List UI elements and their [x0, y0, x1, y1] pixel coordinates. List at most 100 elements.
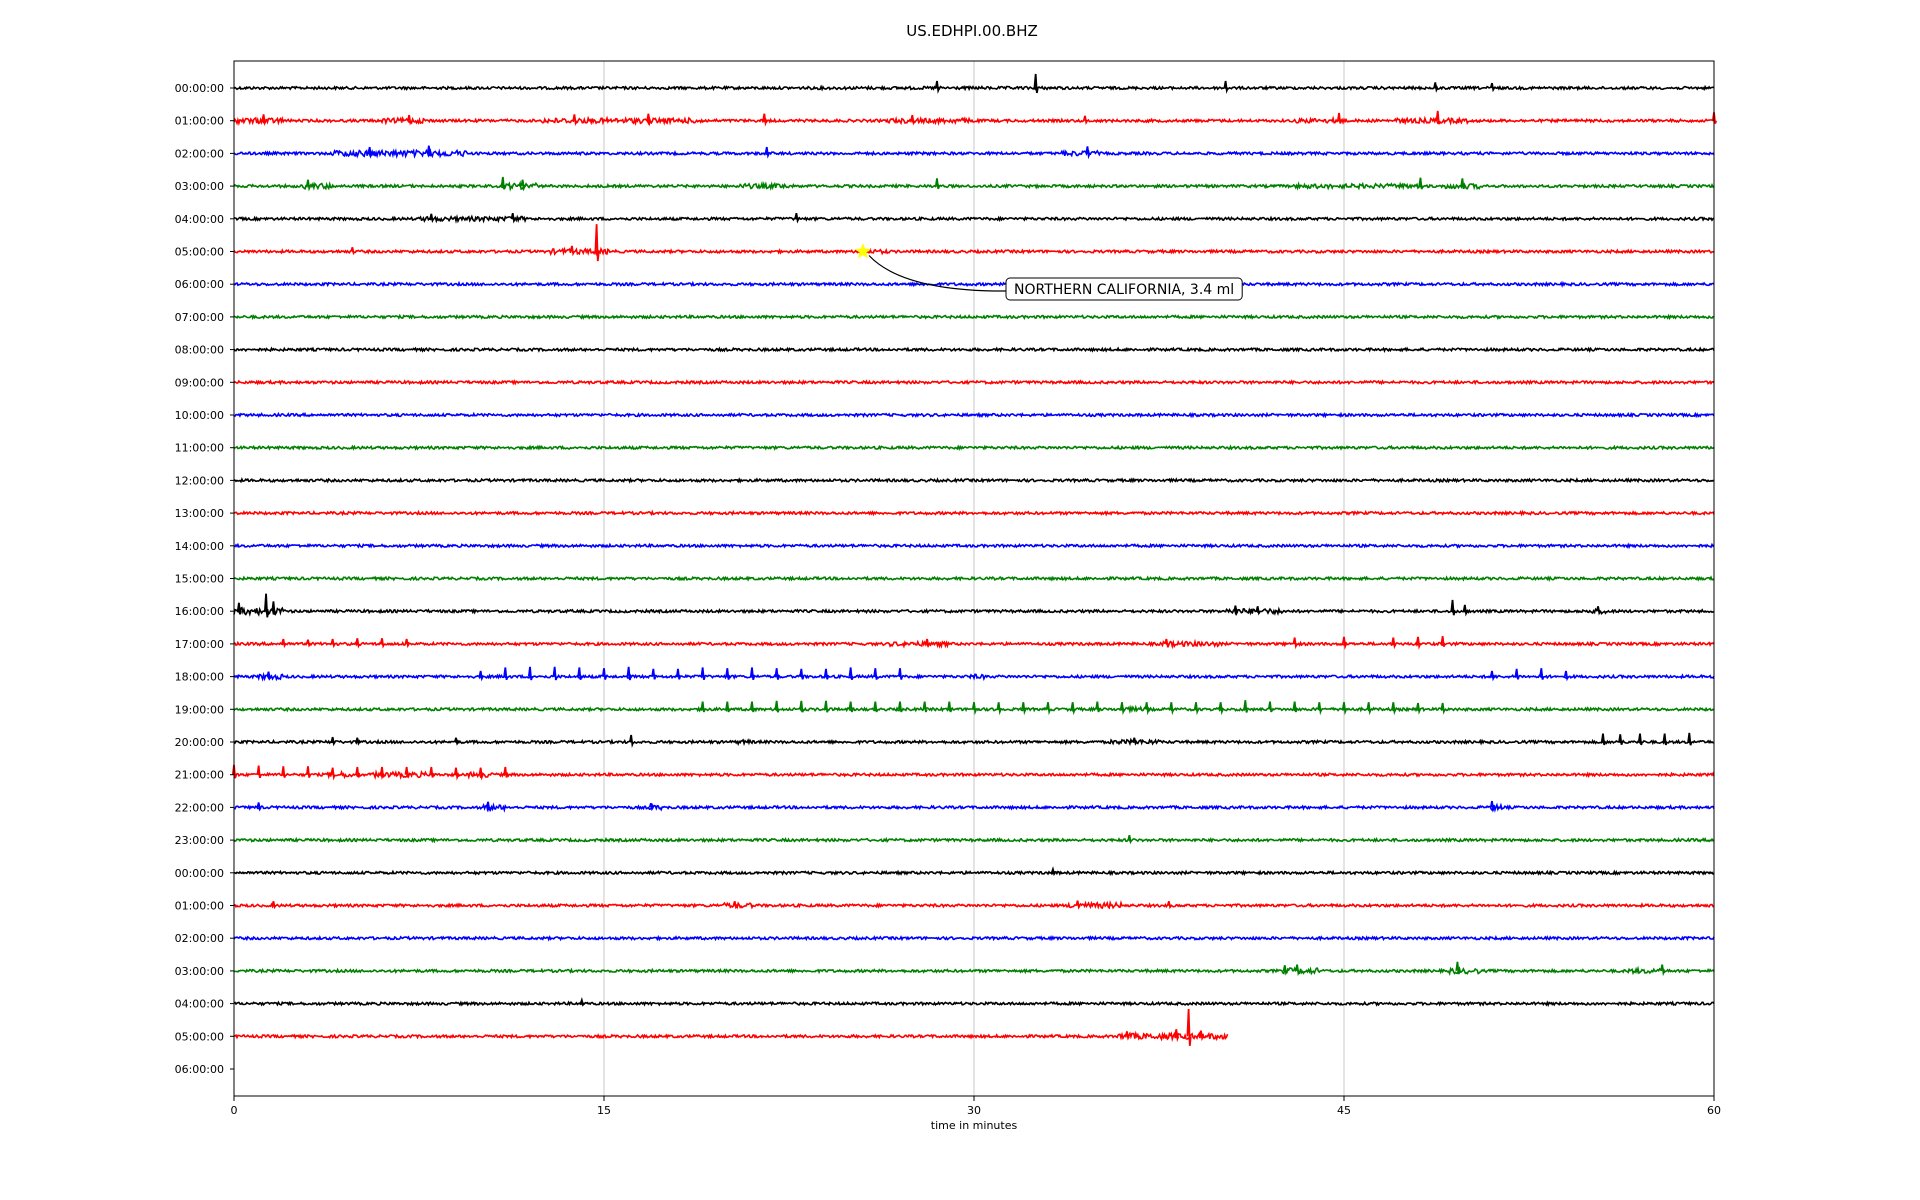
trace-spike — [873, 668, 879, 680]
row-labels: 00:00:00 01:00:00 02:00:00 03:00:00 04:00:00… — [175, 82, 234, 1076]
trace-spike — [478, 670, 484, 682]
trace-spike — [774, 668, 780, 680]
trace-spike — [330, 736, 336, 747]
row-time-label: 17:00:00 — [175, 638, 224, 651]
trace-spike — [1341, 636, 1348, 650]
trace-spike — [1127, 834, 1133, 845]
trace-spike — [947, 701, 953, 713]
trace-line — [233, 411, 1715, 419]
trace-line — [233, 213, 1715, 224]
trace-spike — [1218, 702, 1224, 716]
trace-spike — [700, 667, 706, 681]
trace-line — [233, 965, 1715, 976]
trace-spike — [305, 766, 312, 778]
trace-line — [233, 836, 1715, 844]
trace-spike — [1418, 177, 1424, 190]
trace-line — [233, 606, 1715, 617]
trace-spike — [577, 667, 583, 681]
trace-spike — [256, 802, 262, 812]
trace-spike — [1292, 637, 1298, 650]
row-time-label: 13:00:00 — [175, 507, 224, 520]
event-annotation: NORTHERN CALIFORNIA, 3.4 ml — [854, 243, 1243, 301]
trace-spike — [1391, 637, 1397, 650]
trace-line — [233, 180, 1715, 192]
trace-spike — [823, 668, 830, 680]
row-time-label: 02:00:00 — [175, 147, 224, 160]
trace-line — [233, 148, 1715, 160]
trace-spike — [579, 996, 585, 1007]
trace-spike — [1391, 702, 1397, 716]
trace-spike — [367, 146, 373, 159]
trace-line — [233, 346, 1715, 354]
trace-line — [233, 509, 1715, 517]
trace-spike — [236, 602, 242, 615]
trace-spike — [725, 668, 731, 680]
traces — [231, 73, 1718, 1046]
trace-line — [233, 934, 1715, 942]
trace-spike — [646, 113, 652, 127]
trace-spike — [675, 668, 682, 680]
trace-line — [233, 542, 1715, 550]
trace-spike — [569, 245, 575, 257]
row-time-label: 07:00:00 — [175, 311, 224, 324]
trace-spike — [305, 179, 312, 192]
trace-line — [233, 899, 1715, 910]
trace-spike — [355, 766, 361, 778]
trace-spike — [429, 213, 435, 224]
trace-spike — [1085, 146, 1091, 160]
row-time-label: 08:00:00 — [175, 344, 224, 357]
trace-spike — [1075, 900, 1081, 910]
plot-frame — [233, 60, 1715, 1097]
trace-line — [233, 84, 1715, 92]
trace-spike — [794, 213, 800, 224]
trace-spike — [1292, 701, 1298, 713]
trace-spike — [1317, 702, 1323, 716]
trace-spike — [1174, 1029, 1180, 1043]
row-time-label: 00:00:00 — [175, 82, 224, 95]
trace-spike — [266, 671, 272, 681]
trace-spike — [1021, 702, 1027, 716]
trace-spike — [330, 638, 336, 649]
trace-spike — [1489, 800, 1496, 813]
row-time-label: 01:00:00 — [175, 900, 224, 913]
trace-spike — [355, 737, 361, 746]
trace-spike — [1595, 606, 1602, 616]
row-time-label: 10:00:00 — [175, 409, 224, 422]
trace-spike — [848, 701, 854, 713]
trace-spike — [1435, 110, 1441, 125]
trace-spike — [971, 702, 978, 716]
x-tick-label: 15 — [597, 1104, 611, 1117]
row-time-label: 05:00:00 — [175, 1030, 224, 1043]
trace-line — [233, 638, 1715, 650]
trace-spike — [429, 766, 435, 778]
trace-line — [233, 246, 1715, 257]
trace-spike — [1440, 636, 1446, 647]
trace-spike — [799, 700, 805, 713]
trace-spike — [925, 638, 931, 649]
trace-spike — [1341, 702, 1348, 716]
trace-spike — [404, 766, 410, 778]
row-time-label: 09:00:00 — [175, 376, 224, 389]
trace-spike — [1662, 733, 1668, 746]
trace-line — [233, 1030, 1229, 1043]
trace-spike — [725, 701, 731, 713]
trace-line — [233, 444, 1715, 451]
trace-spike — [594, 224, 600, 262]
row-time-label: 16:00:00 — [175, 605, 224, 618]
trace-line — [233, 869, 1715, 877]
trace-spike — [848, 667, 854, 681]
trace-spike — [897, 701, 904, 713]
trace-spike — [305, 639, 311, 648]
trace-spike — [1462, 604, 1468, 617]
trace-spike — [404, 638, 410, 649]
trace-spike — [732, 901, 738, 910]
row-time-label: 06:00:00 — [175, 278, 224, 291]
trace-spike — [1600, 733, 1607, 746]
trace-spike — [749, 667, 756, 681]
trace-line — [233, 802, 1715, 813]
row-time-label: 01:00:00 — [175, 115, 224, 128]
annotation-box — [1005, 277, 1243, 301]
trace-spike — [700, 701, 706, 713]
trace-spike — [651, 668, 657, 680]
